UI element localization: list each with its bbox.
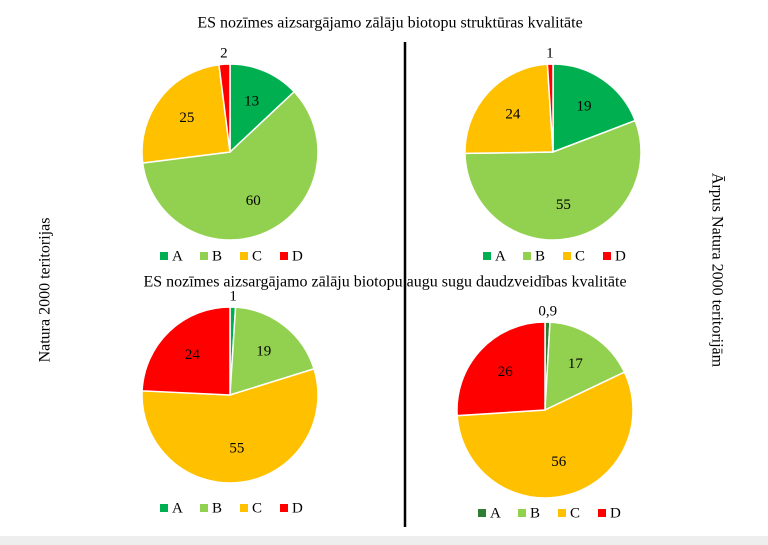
pie-slice xyxy=(218,63,231,153)
legend-label: A xyxy=(490,505,501,521)
legend-swatch xyxy=(478,509,486,517)
data-label: 24 xyxy=(505,106,521,122)
legend-label: B xyxy=(535,248,545,264)
pie-slice xyxy=(552,63,637,154)
data-label: 26 xyxy=(498,364,514,380)
legend-label: C xyxy=(252,500,262,516)
pie-slice xyxy=(456,371,634,499)
data-label: 19 xyxy=(576,98,591,114)
legend-label: C xyxy=(252,248,262,264)
data-label: 2 xyxy=(220,46,228,62)
data-label: 25 xyxy=(179,110,194,126)
data-label: 56 xyxy=(551,454,567,470)
pie-slice xyxy=(544,321,626,412)
legend-swatch xyxy=(483,252,491,260)
legend-label: C xyxy=(575,248,585,264)
legend-swatch xyxy=(518,509,526,517)
pie-slice xyxy=(546,63,554,153)
row-title: ES nozīmes aizsargājamo zālāju biotopu s… xyxy=(197,15,582,32)
side-label: Ārpus Natura 2000 teritorijām xyxy=(708,173,725,368)
legend-label: D xyxy=(292,500,303,516)
legend-swatch xyxy=(563,252,571,260)
legend-swatch xyxy=(160,252,168,260)
pie-slice xyxy=(141,306,231,396)
legend-swatch xyxy=(598,509,606,517)
legend-swatch xyxy=(280,504,288,512)
legend-label: B xyxy=(212,500,222,516)
pie-slice xyxy=(464,119,642,241)
data-label: 19 xyxy=(256,344,271,360)
legend-label: B xyxy=(530,505,540,521)
pie-slice xyxy=(141,90,319,241)
side-label: Natura 2000 teritorijas xyxy=(37,218,54,363)
legend-label: D xyxy=(610,505,621,521)
data-label: 55 xyxy=(229,441,244,457)
legend-swatch xyxy=(160,504,168,512)
pie-slice xyxy=(141,63,231,164)
data-label: 17 xyxy=(568,356,584,372)
data-label: 1 xyxy=(546,45,554,61)
pie-slice xyxy=(456,321,546,417)
legend-label: D xyxy=(615,248,626,264)
data-label: 60 xyxy=(246,193,261,209)
legend-swatch xyxy=(200,504,208,512)
data-label: 13 xyxy=(244,93,259,109)
legend-swatch xyxy=(240,252,248,260)
legend-label: A xyxy=(172,248,183,264)
legend-swatch xyxy=(200,252,208,260)
legend-swatch xyxy=(558,509,566,517)
data-label: 0,9 xyxy=(538,303,557,319)
legend-label: B xyxy=(212,248,222,264)
data-label: 24 xyxy=(185,347,201,363)
legend-label: A xyxy=(172,500,183,516)
bottom-strip xyxy=(0,536,768,545)
data-label: 55 xyxy=(556,197,571,213)
legend-swatch xyxy=(240,504,248,512)
pie-slice xyxy=(229,306,315,397)
legend-swatch xyxy=(280,252,288,260)
legend-label: D xyxy=(292,248,303,264)
legend-swatch xyxy=(523,252,531,260)
legend-swatch xyxy=(603,252,611,260)
legend-label: C xyxy=(570,505,580,521)
data-label: 1 xyxy=(229,288,237,304)
legend-label: A xyxy=(495,248,506,264)
row-title: ES nozīmes aizsargājamo zālāju biotopu a… xyxy=(143,274,626,291)
pie-slice xyxy=(141,367,319,484)
pie-slice xyxy=(229,63,296,154)
pie-slice xyxy=(464,63,554,155)
